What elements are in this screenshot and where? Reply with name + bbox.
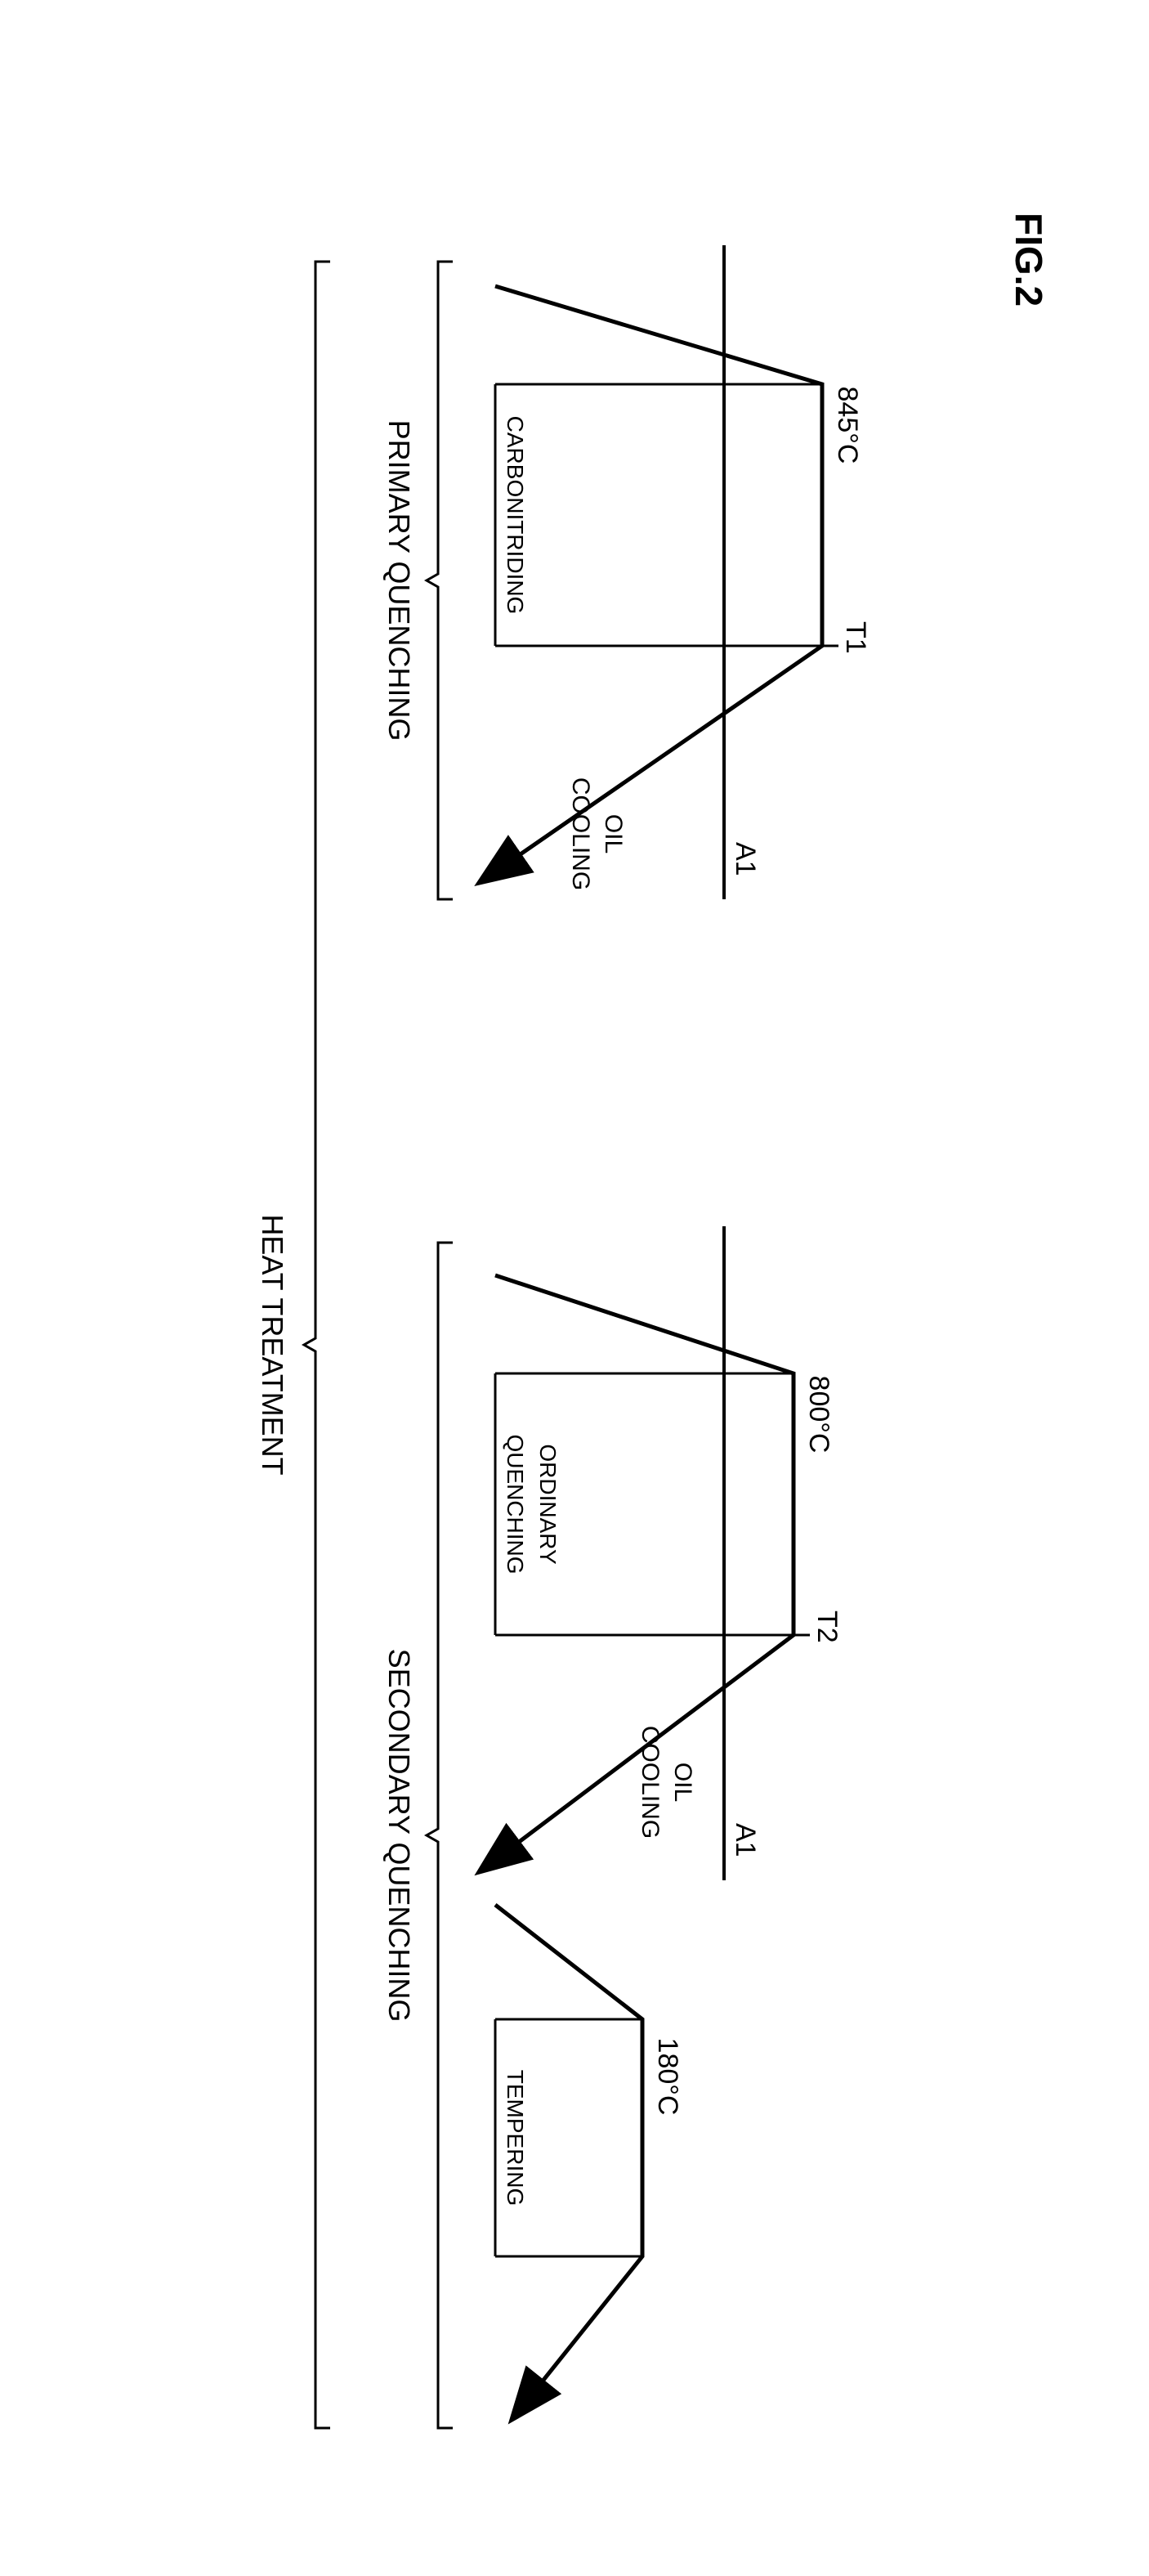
primary-stage-label: CARBONITRIDING xyxy=(503,416,528,615)
primary-a1-label: A1 xyxy=(730,842,761,876)
primary-t-label: T1 xyxy=(840,621,871,654)
tempering-stage-label: TEMPERING xyxy=(503,2070,528,2206)
secondary-bracket xyxy=(427,1243,453,2428)
overall-bracket xyxy=(304,262,330,2428)
secondary-cool-label-2: COOLING xyxy=(637,1726,664,1839)
primary-cool-label-2: COOLING xyxy=(567,777,594,890)
primary-cool-label-1: OIL xyxy=(600,814,627,853)
secondary-a1-label: A1 xyxy=(730,1823,761,1857)
tempering-group: 180°C TEMPERING xyxy=(495,1905,683,2420)
primary-bracket xyxy=(427,262,453,899)
overall-bracket-label: HEAT TREATMENT xyxy=(256,1214,289,1475)
tempering-temp-label: 180°C xyxy=(652,2038,683,2116)
primary-bracket-label: PRIMARY QUENCHING xyxy=(382,420,416,741)
secondary-stage-label-1: ORDINARY xyxy=(535,1444,561,1565)
primary-profile xyxy=(479,286,822,883)
secondary-temp-label: 800°C xyxy=(803,1376,834,1454)
secondary-t-label: T2 xyxy=(811,1611,843,1643)
secondary-stage-label-2: QUENCHING xyxy=(503,1434,528,1574)
primary-quenching-group: A1 845°C T1 CARBONITRIDING OIL COOLING P… xyxy=(382,245,871,899)
primary-temp-label: 845°C xyxy=(832,387,863,464)
diagram-container: FIG.2 A1 845°C T1 CARBONITRIDING xyxy=(0,0,1149,2576)
secondary-quenching-group: A1 800°C T2 ORDINARY QUENCHING OIL COOLI… xyxy=(479,1226,843,1880)
secondary-bracket-label: SECONDARY QUENCHING xyxy=(382,1649,416,2023)
heat-treatment-diagram: A1 845°C T1 CARBONITRIDING OIL COOLING P… xyxy=(0,0,1149,2576)
secondary-cool-label-1: OIL xyxy=(669,1763,696,1802)
